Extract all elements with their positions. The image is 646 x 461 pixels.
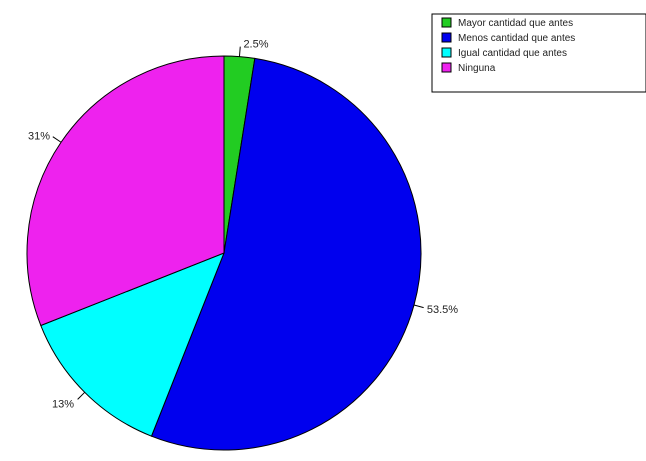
legend-swatch bbox=[441, 32, 452, 43]
pie-slice bbox=[150, 57, 422, 451]
legend-swatch bbox=[441, 62, 452, 73]
pie-leader-line bbox=[77, 391, 86, 400]
pie-labels: 2.5% 53.5% 13% 31% bbox=[28, 39, 458, 411]
pie-data-label: 13% bbox=[52, 399, 74, 411]
legend: Mayor cantidad que antes Menos cantidad q… bbox=[431, 13, 646, 93]
legend-label: Mayor cantidad que antes bbox=[458, 18, 573, 29]
legend-label: Menos cantidad que antes bbox=[458, 33, 575, 44]
pie-data-label: 2.5% bbox=[243, 39, 268, 51]
legend-box bbox=[431, 13, 646, 93]
pie-slices bbox=[26, 55, 422, 451]
pie-data-label: 53.5% bbox=[427, 304, 458, 316]
pie-leader-lines bbox=[52, 46, 424, 400]
legend-swatch bbox=[441, 47, 452, 58]
legend-swatch bbox=[441, 17, 452, 28]
pie-leader-line bbox=[52, 136, 62, 143]
pie-slice bbox=[26, 55, 225, 327]
pie-leader-line bbox=[238, 46, 241, 57]
pie-data-label: 31% bbox=[28, 130, 50, 142]
legend-label: Igual cantidad que antes bbox=[458, 48, 567, 59]
pie-leader-line bbox=[413, 304, 424, 309]
legend-label: Ninguna bbox=[458, 63, 496, 74]
